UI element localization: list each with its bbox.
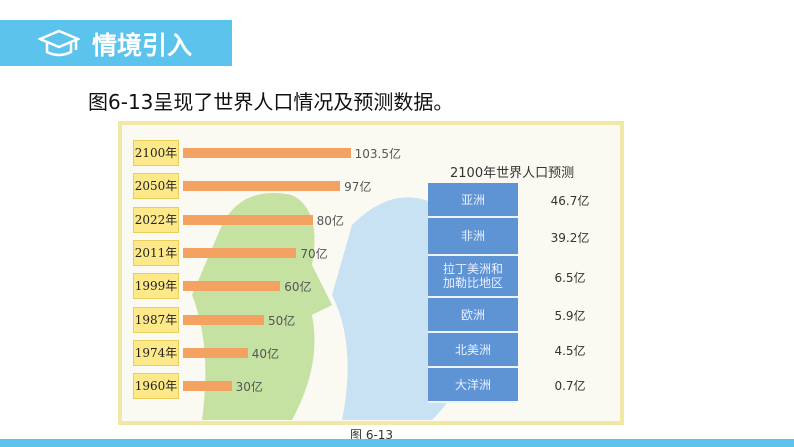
bar [183, 347, 248, 358]
table-region: 欧洲 [428, 298, 518, 333]
value-label: 40亿 [251, 346, 280, 361]
value-label: 103.5亿 [354, 147, 402, 161]
header-band: 情境引入 [0, 20, 232, 66]
intro-text: 图6-13呈现了世界人口情况及预测数据。 [88, 90, 454, 114]
year-label: 1960年 [133, 373, 179, 400]
year-label: 2100年 [133, 140, 179, 166]
year-label: 2022年 [133, 206, 179, 233]
value-label: 97亿 [344, 180, 372, 195]
bar [183, 314, 264, 325]
table-value: 0.7亿 [554, 379, 586, 393]
table-value: 46.7亿 [550, 194, 590, 208]
table-title: 2100年世界人口预测 [450, 166, 575, 181]
bar [183, 281, 281, 292]
year-label: 1999年 [133, 273, 179, 300]
table-region: 亚洲 [428, 183, 518, 218]
bar [183, 247, 297, 258]
table-region: 非洲 [428, 218, 518, 256]
value-label: 30亿 [235, 380, 263, 395]
bar [183, 381, 232, 392]
table-value: 4.5亿 [554, 344, 586, 358]
footer-band [0, 439, 794, 447]
table-region: 北美洲 [428, 333, 518, 368]
year-label: 1987年 [133, 306, 179, 333]
value-label: 50亿 [268, 313, 296, 328]
table-value: 39.2亿 [550, 230, 590, 245]
value-label: 80亿 [316, 213, 344, 228]
table-value: 6.5亿 [554, 270, 586, 285]
value-label: 70亿 [300, 246, 328, 261]
year-label: 2011年 [133, 239, 179, 266]
table-region: 拉丁美洲和加勒比地区 [428, 256, 518, 298]
figure-caption: 图 6-13 [350, 428, 394, 442]
table-region: 大洋洲 [428, 368, 518, 403]
value-label: 60亿 [284, 280, 312, 295]
bar [183, 214, 313, 225]
year-label: 1974年 [133, 339, 179, 366]
table-value: 5.9亿 [554, 309, 586, 323]
bar [183, 181, 341, 192]
bar [183, 148, 351, 158]
cap-icon [38, 29, 80, 57]
year-label: 2050年 [133, 173, 179, 200]
header-title: 情境引入 [92, 31, 193, 60]
